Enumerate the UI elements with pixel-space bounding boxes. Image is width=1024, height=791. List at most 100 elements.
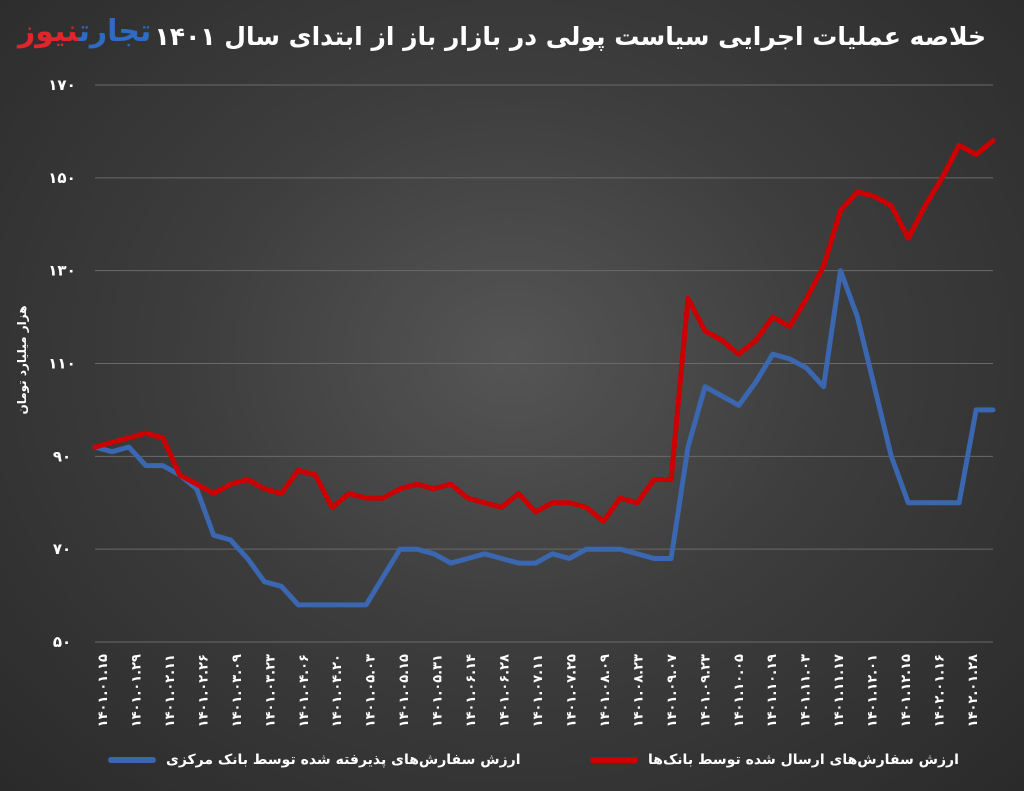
x-tick-label: ۱۴۰۱.۰۲.۱۱ [163, 654, 178, 727]
data-point-accepted [550, 551, 555, 556]
data-point-sent [957, 143, 962, 148]
x-tick-label: ۱۴۰۱.۰۷.۲۵ [564, 654, 579, 727]
x-tick-label: ۱۴۰۱.۰۹.۰۷ [665, 654, 680, 727]
data-point-sent [313, 472, 318, 477]
y-axis-ticks: ۵۰ ۷۰ ۹۰ ۱۱۰ ۱۳۰ ۱۵۰ ۱۷۰ [48, 76, 75, 651]
data-point-sent [228, 482, 233, 487]
data-point-accepted [652, 556, 657, 561]
data-point-sent [686, 296, 691, 301]
x-tick-label: ۱۴۰۱.۰۴.۰۶ [297, 654, 312, 727]
data-point-sent [482, 500, 487, 505]
data-point-accepted [228, 537, 233, 542]
x-tick-label: ۱۴۰۱.۱۰.۱۹ [765, 654, 780, 727]
data-point-sent [397, 486, 402, 491]
data-point-sent [618, 496, 623, 501]
data-point-accepted [499, 556, 504, 561]
data-point-sent [923, 203, 928, 208]
data-point-accepted [279, 584, 284, 589]
data-point-sent [669, 477, 674, 482]
data-point-accepted [262, 579, 267, 584]
data-point-accepted [347, 602, 352, 607]
data-point-accepted [194, 486, 199, 491]
legend-item-sent: ارزش سفارش‌های ارسال شده توسط بانک‌ها [590, 752, 959, 768]
data-point-accepted [686, 445, 691, 450]
series-line-sent [92, 138, 996, 524]
x-tick-label: ۱۴۰۱.۰۲.۲۶ [196, 654, 211, 727]
data-point-sent [770, 315, 775, 320]
x-tick-label: ۱۴۰۱.۰۶.۱۴ [464, 654, 479, 727]
data-point-accepted [397, 547, 402, 552]
data-point-sent [855, 189, 860, 194]
gridlines [95, 84, 993, 643]
data-point-accepted [753, 380, 758, 385]
data-point-accepted [516, 561, 521, 566]
data-point-sent [872, 194, 877, 199]
data-point-accepted [482, 551, 487, 556]
x-tick-label: ۱۴۰۲.۰۱.۲۸ [966, 654, 981, 727]
data-point-sent [143, 431, 148, 436]
data-point-accepted [448, 561, 453, 566]
y-tick-label: ۱۱۰ [48, 355, 75, 373]
data-point-sent [414, 482, 419, 487]
x-tick-label: ۱۴۰۱.۰۸.۰۹ [598, 654, 613, 727]
x-axis-ticks: ۱۴۰۱.۰۱.۱۵ ۱۴۰۱.۰۱.۲۹ ۱۴۰۱.۰۲.۱۱ ۱۴۰۱.۰۲.۲۶… [96, 654, 981, 727]
chart-title: خلاصه عملیات اجرایی سیاست پولی در بازار … [154, 22, 986, 51]
y-tick-label: ۱۷۰ [48, 76, 75, 94]
data-point-sent [652, 477, 657, 482]
data-point-accepted [160, 463, 165, 468]
data-point-accepted [296, 602, 301, 607]
data-point-accepted [991, 407, 995, 412]
data-point-accepted [889, 454, 894, 459]
data-point-accepted [940, 500, 945, 505]
data-point-sent [381, 496, 386, 501]
data-point-accepted [821, 384, 826, 389]
data-point-accepted [635, 551, 640, 556]
data-point-accepted [601, 547, 606, 552]
data-point-sent [906, 236, 911, 241]
y-tick-label: ۷۰ [53, 540, 71, 558]
data-point-accepted [465, 556, 470, 561]
data-point-accepted [719, 393, 724, 398]
data-point-accepted [330, 602, 335, 607]
y-tick-label: ۱۳۰ [48, 262, 75, 280]
legend-item-accepted: ارزش سفارش‌های پذیرفته شده توسط بانک مرک… [108, 752, 521, 768]
x-tick-label: ۱۴۰۱.۰۳.۲۳ [263, 654, 278, 727]
data-point-accepted [838, 268, 843, 273]
data-point-accepted [702, 384, 707, 389]
y-tick-label: ۹۰ [53, 447, 71, 465]
data-point-sent [296, 468, 301, 473]
data-point-sent [160, 435, 165, 440]
data-point-sent [550, 500, 555, 505]
data-point-accepted [872, 384, 877, 389]
x-tick-label: ۱۴۰۱.۱۰.۰۵ [732, 654, 747, 727]
data-point-sent [465, 496, 470, 501]
data-point-accepted [414, 547, 419, 552]
data-point-accepted [431, 551, 436, 556]
data-point-accepted [906, 500, 911, 505]
x-tick-label: ۱۴۰۱.۰۹.۲۳ [698, 654, 713, 727]
data-point-sent [126, 435, 131, 440]
x-tick-label: ۱۴۰۱.۱۲.۱۵ [899, 654, 914, 727]
data-point-sent [804, 296, 809, 301]
x-tick-label: ۱۴۰۱.۰۱.۲۹ [129, 654, 144, 727]
data-point-accepted [770, 352, 775, 357]
logo: تجارتنیوز [18, 14, 151, 49]
logo-text-part2: نیوز [18, 14, 79, 49]
data-point-accepted [957, 500, 962, 505]
x-tick-label: ۱۴۰۱.۰۱.۱۵ [96, 654, 111, 727]
data-point-sent [940, 175, 945, 180]
data-point-accepted [381, 575, 386, 580]
x-tick-label: ۱۴۰۱.۰۵.۰۳ [364, 654, 379, 727]
series-line-accepted [92, 268, 996, 608]
y-tick-label: ۵۰ [53, 633, 71, 651]
x-tick-label: ۱۴۰۱.۰۵.۳۱ [431, 654, 446, 727]
data-point-sent [584, 505, 589, 510]
data-point-sent [753, 338, 758, 343]
data-point-accepted [313, 602, 318, 607]
data-point-accepted [804, 366, 809, 371]
data-point-accepted [364, 602, 369, 607]
data-point-sent [533, 510, 538, 515]
data-point-accepted [211, 533, 216, 538]
data-point-sent [194, 482, 199, 487]
